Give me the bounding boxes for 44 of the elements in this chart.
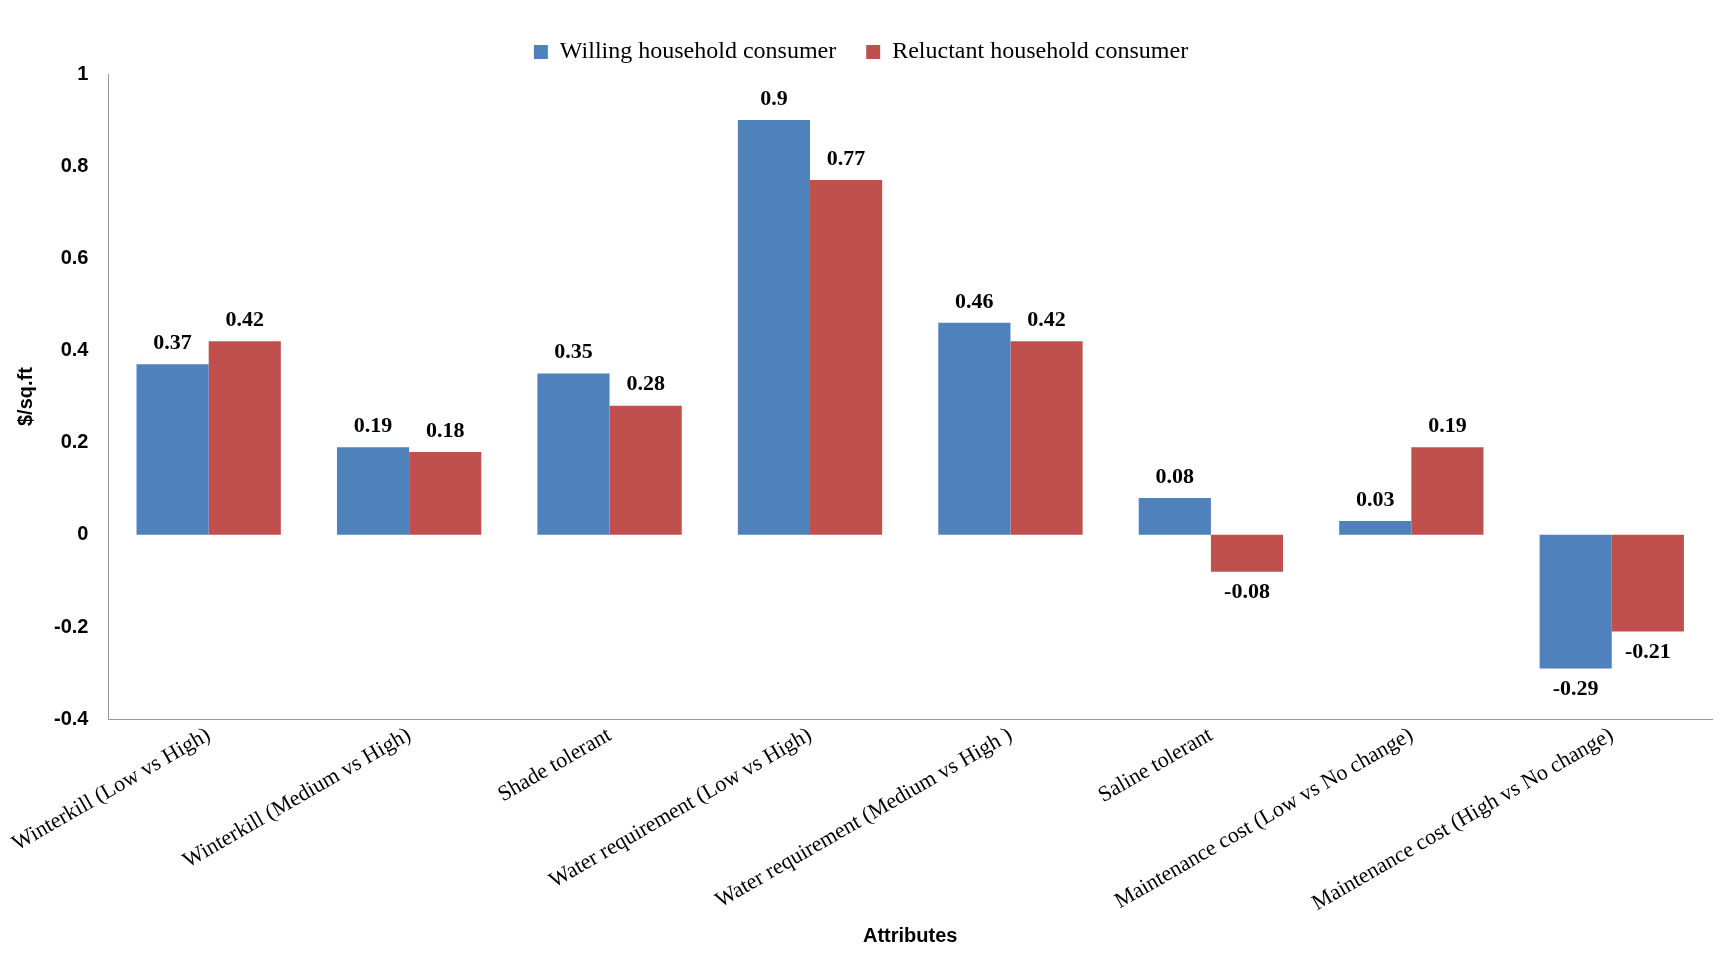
bar	[1010, 341, 1083, 535]
bar	[609, 405, 682, 535]
y-tick-label: -0.4	[53, 706, 90, 729]
bar	[1339, 521, 1412, 535]
data-label: 0.18	[425, 416, 465, 442]
y-tick-label: 1	[77, 61, 89, 84]
bar	[1611, 534, 1684, 632]
bar	[409, 451, 482, 535]
data-label: -0.21	[1624, 638, 1671, 664]
bar	[336, 447, 410, 535]
bar	[737, 120, 811, 535]
data-label: 0.19	[1428, 411, 1467, 437]
legend-label: Reluctant household consumer	[892, 37, 1189, 64]
y-tick-label: 0.2	[60, 430, 89, 453]
data-label: 0.03	[1356, 485, 1395, 511]
data-label: 0.9	[760, 84, 788, 110]
bar	[537, 373, 610, 535]
y-tick-label: 0.6	[60, 245, 89, 268]
y-tick-label: 0.8	[60, 153, 89, 176]
bar	[1138, 497, 1211, 535]
data-label: 0.19	[353, 411, 393, 437]
data-label: 0.37	[153, 329, 192, 355]
bar	[1411, 447, 1484, 535]
data-label: 0.46	[955, 287, 994, 313]
y-tick-label: 0	[77, 522, 89, 545]
data-label: 0.42	[225, 305, 265, 331]
data-label: 0.77	[826, 144, 866, 170]
data-label: 0.08	[1155, 462, 1195, 488]
y-axis-title: $/sq.ft	[13, 366, 36, 427]
legend-label: Willing household consumer	[559, 37, 837, 64]
data-label: 0.35	[554, 338, 593, 364]
bar	[938, 322, 1011, 535]
data-label: 0.42	[1027, 305, 1066, 331]
data-label: -0.08	[1224, 578, 1270, 604]
bar	[1210, 534, 1284, 572]
data-label: 0.28	[626, 370, 665, 396]
bar	[810, 179, 883, 535]
x-axis-title: Attributes	[863, 923, 958, 946]
y-tick-label: -0.2	[53, 614, 89, 637]
bar	[208, 341, 281, 535]
data-label: -0.29	[1552, 675, 1599, 701]
bar	[136, 364, 209, 535]
y-tick-label: 0.4	[60, 338, 90, 361]
bar	[1539, 534, 1612, 669]
